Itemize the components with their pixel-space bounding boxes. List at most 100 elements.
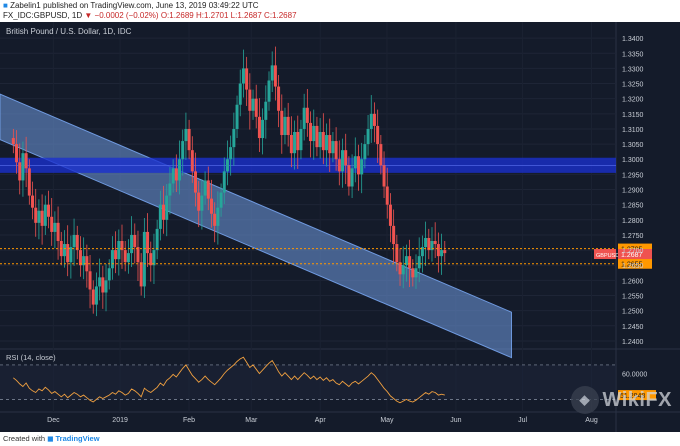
candle-body xyxy=(388,204,392,226)
last-price-tag xyxy=(618,249,652,260)
candle-body xyxy=(398,262,402,275)
candle-body xyxy=(94,286,98,305)
axis-layer: 1.2400 1.2450 1.2500 1.2550 1.2600 1.2650 1.27… xyxy=(47,36,647,424)
candle-body xyxy=(31,195,35,208)
ohlc-high: H:1.2701 xyxy=(195,11,229,20)
candle-body xyxy=(337,159,341,172)
candle-body xyxy=(273,65,277,87)
candle-body xyxy=(114,250,118,260)
time-tick-label: Apr xyxy=(315,417,327,424)
tradingview-logo-icon: ◼ xyxy=(47,434,56,443)
candle-body xyxy=(66,244,70,263)
candle-body xyxy=(24,153,28,169)
candle-body xyxy=(75,234,79,251)
candle-body xyxy=(382,165,386,187)
candle-body xyxy=(155,228,159,251)
candle-body xyxy=(149,253,153,266)
candle-body xyxy=(293,131,297,154)
candle-body xyxy=(15,144,19,163)
price-tick-label: 1.2400 xyxy=(622,339,644,346)
price-tick-label: 1.2650 xyxy=(622,263,644,270)
candle-body xyxy=(427,237,431,251)
candle-body xyxy=(123,250,127,263)
change-value: −0.0002 (−0.02%) xyxy=(94,11,159,20)
price-tick-label: 1.2800 xyxy=(622,218,644,225)
candle-body xyxy=(165,195,169,220)
candle-body xyxy=(283,116,287,136)
candle-body xyxy=(289,135,293,154)
candle-body xyxy=(401,265,405,275)
tradingview-icon: ■ xyxy=(3,1,11,10)
candle-body xyxy=(257,116,261,139)
candle-body xyxy=(110,250,114,269)
publisher-line: ■ Zabelin1 published on TradingView.com,… xyxy=(3,1,259,10)
tradingview-brand[interactable]: TradingView xyxy=(55,434,100,443)
candle-body xyxy=(91,289,95,305)
candle-body xyxy=(117,241,121,260)
candle-body xyxy=(168,183,172,196)
candle-body xyxy=(152,250,156,266)
price-tick-label: 1.3250 xyxy=(622,82,644,89)
price-level-label: 1.2655 xyxy=(621,262,643,269)
candle-body xyxy=(120,241,124,251)
candle-body xyxy=(43,204,47,226)
last-price-label: 1.2687 xyxy=(621,252,643,259)
candle-body xyxy=(88,271,92,290)
price-tick-label: 1.3200 xyxy=(622,97,644,104)
candle-body xyxy=(321,131,325,151)
candle-body xyxy=(392,225,396,245)
symbol-line: FX_IDC:GBPUSD, 1D ▼ −0.0002 (−0.02%) O:1… xyxy=(3,11,297,20)
candle-body xyxy=(315,125,319,148)
time-tick-label: Mar xyxy=(245,417,258,424)
candle-body xyxy=(414,268,418,278)
candle-body xyxy=(219,192,223,208)
candle-body xyxy=(344,150,348,166)
candle-body xyxy=(347,165,351,187)
price-tick-label: 1.2900 xyxy=(622,188,644,195)
candle-body xyxy=(193,171,197,193)
candle-body xyxy=(376,125,380,145)
rsi-band xyxy=(0,364,616,400)
candle-body xyxy=(184,128,188,142)
candle-body xyxy=(350,168,354,187)
candle-body xyxy=(299,128,303,151)
candle-body xyxy=(280,110,284,136)
candle-body xyxy=(37,210,41,223)
candle-body xyxy=(78,250,82,266)
candle-body xyxy=(417,256,421,269)
candle-body xyxy=(235,104,239,129)
candle-body xyxy=(379,144,383,166)
candle-body xyxy=(216,207,220,226)
candle-body xyxy=(372,113,376,126)
candle-body xyxy=(187,128,191,151)
candle-body xyxy=(85,256,89,272)
candle-body xyxy=(305,107,309,123)
candle-body xyxy=(334,141,338,160)
created-with-text: Created with xyxy=(3,434,46,443)
candle-body xyxy=(430,241,434,251)
candle-body xyxy=(356,156,360,175)
candle-body xyxy=(309,122,313,142)
symbol-tag-label: GBPUSD xyxy=(596,253,619,259)
price-tick-label: 1.2850 xyxy=(622,203,644,210)
candle-body xyxy=(325,135,329,151)
candle-body xyxy=(18,162,22,181)
candle-body xyxy=(341,150,345,172)
candle-body xyxy=(171,168,175,184)
candle-body xyxy=(126,253,130,263)
candle-body xyxy=(225,159,229,172)
price-tick-label: 1.3400 xyxy=(622,36,644,43)
candle-body xyxy=(139,262,143,287)
candle-body xyxy=(229,147,233,160)
candle-body xyxy=(104,280,108,293)
candle-body xyxy=(248,89,252,111)
candle-body xyxy=(360,159,364,175)
candle-body xyxy=(82,256,86,266)
candle-body xyxy=(254,98,258,117)
candle-body xyxy=(241,68,245,84)
candle-body xyxy=(222,171,226,193)
candle-body xyxy=(408,256,412,269)
